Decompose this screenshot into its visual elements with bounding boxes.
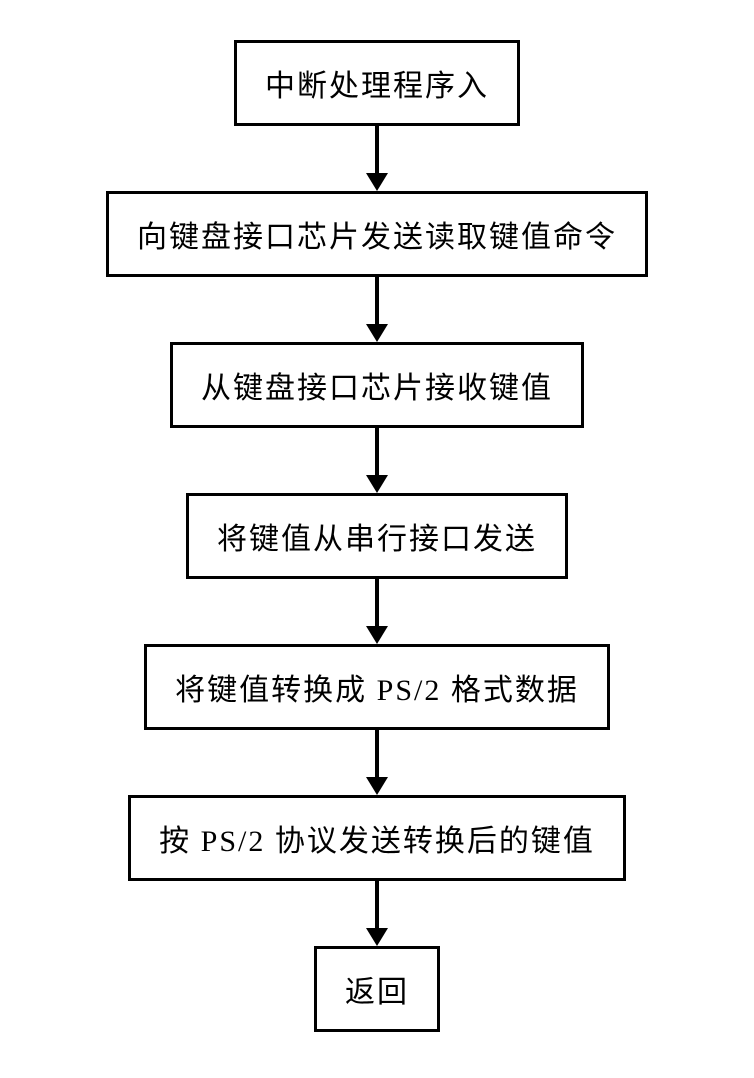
arrow-after-n2 [366,277,388,342]
arrow-after-n4 [366,579,388,644]
flow-step-n1: 中断处理程序入 [234,40,520,126]
flow-step-n7: 返回 [314,946,440,1032]
arrow-after-n6 [366,881,388,946]
flow-step-n6: 按 PS/2 协议发送转换后的键值 [128,795,626,881]
flow-step-n3: 从键盘接口芯片接收键值 [170,342,584,428]
arrow-line [375,277,379,325]
arrow-head-icon [366,475,388,493]
arrow-after-n3 [366,428,388,493]
arrow-head-icon [366,928,388,946]
arrow-line [375,881,379,929]
arrow-after-n5 [366,730,388,795]
arrow-head-icon [366,173,388,191]
arrow-line [375,126,379,174]
flow-step-n5: 将键值转换成 PS/2 格式数据 [144,644,610,730]
arrow-head-icon [366,777,388,795]
flow-step-n4: 将键值从串行接口发送 [186,493,568,579]
arrow-head-icon [366,324,388,342]
flowchart-container: 中断处理程序入向键盘接口芯片发送读取键值命令从键盘接口芯片接收键值将键值从串行接… [106,40,648,1032]
arrow-after-n1 [366,126,388,191]
flow-step-n2: 向键盘接口芯片发送读取键值命令 [106,191,648,277]
arrow-head-icon [366,626,388,644]
arrow-line [375,579,379,627]
arrow-line [375,428,379,476]
arrow-line [375,730,379,778]
